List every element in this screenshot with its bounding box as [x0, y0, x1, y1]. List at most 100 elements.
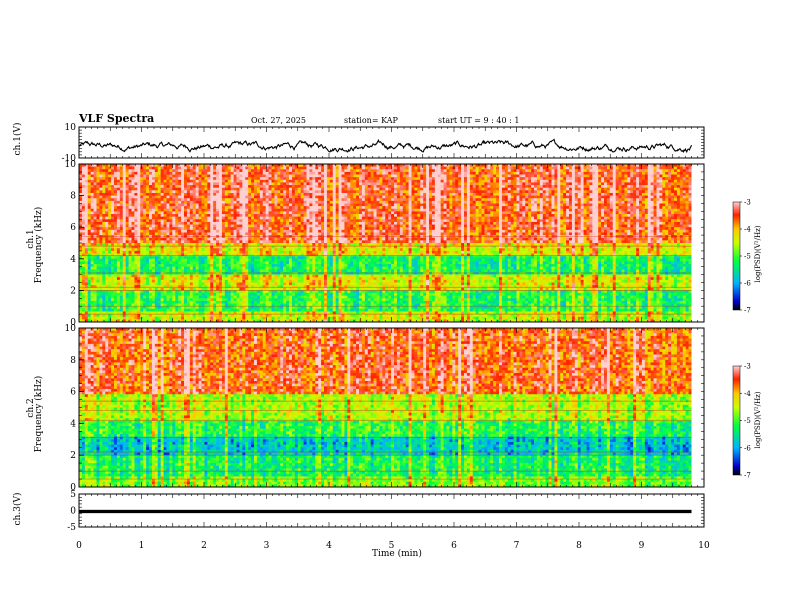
- spectrogram-cell: [128, 203, 132, 207]
- spectrogram-cell: [396, 177, 401, 181]
- spectrogram-cell: [534, 182, 538, 186]
- spectrogram-cell: [388, 166, 392, 170]
- spectrogram-cell: [224, 177, 229, 181]
- spectrogram-cell: [227, 174, 232, 178]
- spectrogram-cell: [431, 185, 436, 189]
- spectrogram-cell: [665, 166, 669, 170]
- spectrogram-cell: [160, 211, 164, 215]
- spectrogram-cell: [507, 214, 512, 218]
- spectrogram-cell: [402, 187, 407, 191]
- spectrogram-cell: [379, 179, 383, 183]
- spectrogram-cell: [181, 216, 185, 220]
- spectrogram-cell: [256, 200, 261, 204]
- spectrogram-cell: [554, 206, 558, 210]
- spectrogram-cell: [114, 185, 118, 189]
- spectrogram-cell: [306, 221, 310, 225]
- spectrogram-cell: [560, 214, 564, 218]
- spectrogram-cell: [493, 171, 497, 175]
- spectrogram-cell: [102, 211, 106, 215]
- spectrogram-cell: [361, 192, 366, 196]
- spectrogram-cell: [128, 200, 132, 204]
- spectrogram-cell: [96, 195, 100, 199]
- spectrogram-cell: [399, 214, 404, 218]
- spectrogram-cell: [370, 203, 374, 207]
- spectrogram-cell: [650, 187, 654, 191]
- spectrogram-cell: [571, 190, 576, 194]
- spectrogram-cell: [291, 187, 296, 191]
- spectrogram-cell: [335, 221, 339, 225]
- spectrogram-cell: [201, 216, 205, 220]
- spectrogram-cell: [420, 200, 424, 204]
- spectrogram-cell: [688, 214, 692, 218]
- spectrogram-cell: [184, 221, 188, 225]
- spectrogram-cell: [303, 169, 307, 173]
- spectrogram-cell: [201, 177, 205, 181]
- spectrogram-cell: [326, 221, 331, 225]
- spectrogram-cell: [551, 208, 555, 212]
- spectrogram-cell: [233, 169, 237, 173]
- spectrogram-cell: [478, 182, 482, 186]
- spectrogram-cell: [396, 198, 401, 202]
- spectrogram-cell: [344, 206, 348, 210]
- spectrogram-cell: [248, 169, 252, 173]
- spectrogram-cell: [569, 187, 573, 191]
- spectrogram-cell: [586, 166, 590, 170]
- spectrogram-cell: [615, 198, 619, 202]
- spectrogram-cell: [548, 164, 552, 168]
- spectrogram-cell: [671, 182, 675, 186]
- spectrogram-cell: [458, 174, 462, 178]
- spectrogram-cell: [306, 216, 310, 220]
- spectrogram-cell: [539, 190, 544, 194]
- spectrogram-cell: [236, 182, 240, 186]
- spectrogram-cell: [227, 216, 232, 220]
- spectrogram-cell: [598, 214, 602, 218]
- spectrogram-cell: [601, 203, 605, 207]
- spectrogram-cell: [213, 216, 217, 220]
- spectrogram-cell: [396, 214, 401, 218]
- spectrogram-cell: [420, 164, 424, 168]
- spectrogram-cell: [271, 179, 275, 183]
- spectrogram-cell: [604, 182, 608, 186]
- spectrogram-cell: [639, 187, 643, 191]
- spectrogram-cell: [633, 187, 637, 191]
- spectrogram-cell: [461, 177, 465, 181]
- spectrogram-cell: [542, 219, 547, 223]
- spectrogram-cell: [233, 179, 237, 183]
- spectrogram-cell: [379, 208, 383, 212]
- spectrogram-cell: [382, 179, 386, 183]
- spectrogram-cell: [630, 200, 634, 204]
- spectrogram-cell: [329, 192, 334, 196]
- spectrogram-cell: [609, 206, 614, 210]
- spectrogram-cell: [134, 206, 138, 210]
- spectrogram-cell: [341, 187, 345, 191]
- spectrogram-cell: [653, 208, 657, 212]
- spectrogram-cell: [198, 179, 202, 183]
- spectrogram-cell: [452, 174, 456, 178]
- spectrogram-cell: [674, 200, 678, 204]
- spectrogram-cell: [426, 182, 430, 186]
- spectrogram-cell: [685, 200, 689, 204]
- spectrogram-cell: [146, 171, 150, 175]
- spectrogram-cell: [210, 171, 214, 175]
- spectrogram-cell: [178, 166, 182, 170]
- spectrogram-cell: [207, 200, 211, 204]
- spectrogram-cell: [151, 164, 156, 168]
- spectrogram-cell: [674, 198, 678, 202]
- spectrogram-cell: [256, 219, 261, 223]
- spectrogram-cell: [175, 216, 179, 220]
- spectrogram-cell: [373, 198, 377, 202]
- spectrogram-cell: [332, 174, 337, 178]
- spectrogram-cell: [452, 208, 456, 212]
- spectrogram-cell: [431, 216, 436, 220]
- spectrogram-cell: [668, 187, 672, 191]
- spectrogram-cell: [259, 219, 264, 223]
- spectrogram-cell: [332, 203, 337, 207]
- spectrogram-cell: [289, 164, 293, 168]
- spectrogram-cell: [627, 200, 631, 204]
- spectrogram-cell: [347, 206, 351, 210]
- spectrogram-cell: [571, 177, 576, 181]
- spectrogram-cell: [256, 190, 261, 194]
- spectrogram-cell: [385, 179, 389, 183]
- spectrogram-cell: [207, 187, 211, 191]
- spectrogram-cell: [504, 211, 509, 215]
